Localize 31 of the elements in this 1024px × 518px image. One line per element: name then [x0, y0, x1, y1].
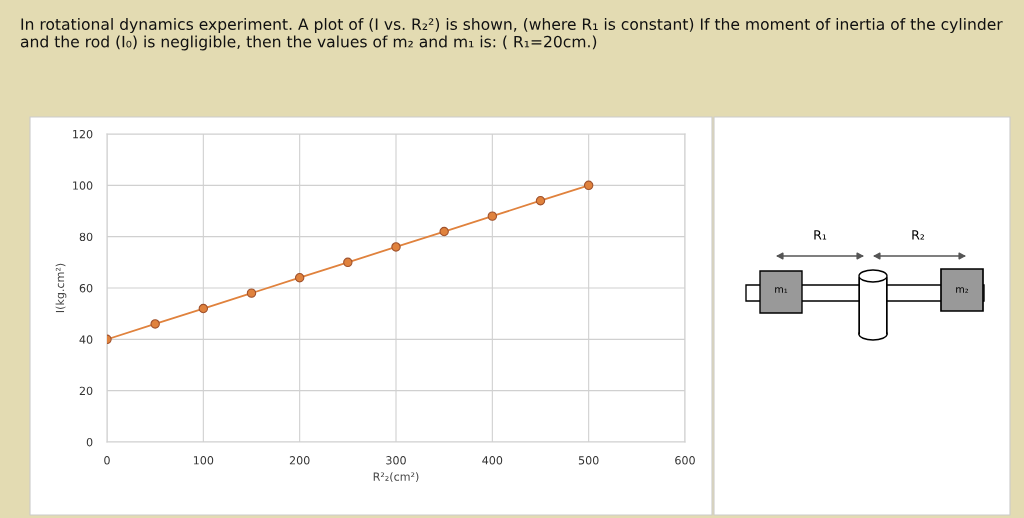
x-tick-label: 600 [675, 456, 695, 465]
y-tick-label: 100 [73, 181, 93, 190]
text: m₁ [775, 287, 788, 293]
chart-title: In rotational dynamics experiment. A plot of (I vs. R₂²) is shown, (where R₁ is constant) If the moment of inertia of the cylinder and the rod (I₀) is negligible, then the values of m₂ and m₁ is: ( R₁=20cm.) [20, 18, 1003, 51]
point [439, 226, 449, 237]
y-tick-label: 20 [79, 386, 93, 396]
point [583, 180, 594, 191]
point [246, 288, 257, 298]
point [535, 196, 546, 206]
point [150, 319, 160, 329]
x-tick-label: 500 [578, 456, 599, 465]
point [343, 257, 353, 268]
x-tick-label: 400 [482, 456, 503, 465]
y-tick-label: 0 [86, 437, 93, 447]
y-tick-label: 120 [73, 129, 93, 139]
point [391, 242, 401, 252]
point [198, 303, 209, 314]
y-tick-label: 40 [79, 335, 93, 344]
text: m₂ [956, 287, 969, 293]
text: R₁ [814, 230, 827, 240]
y-tick-label: 80 [79, 232, 93, 242]
x-tick-label: 300 [386, 456, 406, 465]
x-tick-label: 100 [193, 456, 214, 465]
x-tick-label: 200 [289, 456, 310, 465]
point [294, 273, 305, 283]
y-tick-label: 60 [79, 283, 93, 293]
x-tick-label: 0 [104, 456, 110, 465]
y-axis-title: I(kg.cm²) [55, 263, 67, 313]
text: R₂ [912, 230, 925, 240]
x-axis-title: R²₂(cm²) [373, 472, 419, 483]
point [487, 211, 498, 221]
